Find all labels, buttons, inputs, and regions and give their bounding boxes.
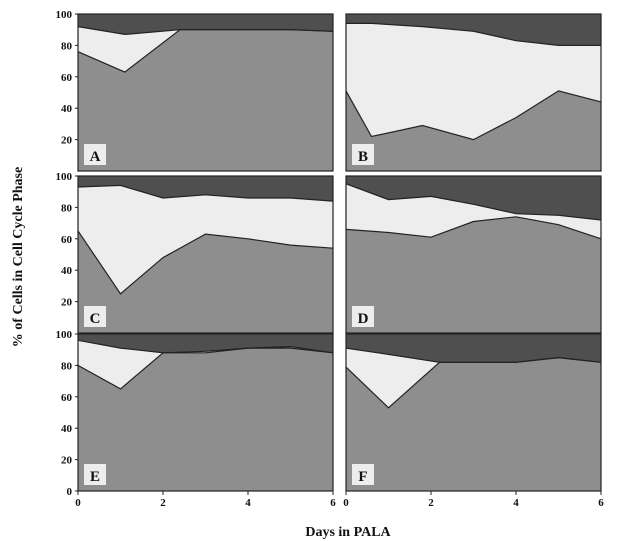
- y-tick-label: 40: [61, 103, 73, 115]
- band-upper: [346, 176, 601, 220]
- x-tick-label: 6: [330, 497, 336, 509]
- x-tick-label: 6: [598, 497, 604, 509]
- x-tick-label: 2: [428, 497, 434, 509]
- panel-label: F: [358, 469, 367, 485]
- panel-label: E: [90, 469, 100, 485]
- y-tick-label: 20: [61, 297, 73, 309]
- panel-label-box: [352, 144, 374, 165]
- panel-a: A: [77, 13, 334, 172]
- x-axis-title: Days in PALA: [305, 525, 391, 540]
- band-lower: [346, 90, 601, 171]
- band-middle: [78, 340, 333, 389]
- panel-label-box: [352, 464, 374, 485]
- y-tick-label: 40: [61, 265, 73, 277]
- band-middle: [78, 185, 333, 294]
- upper-boundary-line: [77, 26, 334, 36]
- panel-label-box: [84, 464, 106, 485]
- panel-label-box: [352, 306, 374, 327]
- panel-label-box: [84, 144, 106, 165]
- y-tick-label: 0: [67, 486, 73, 498]
- upper-boundary-line: [345, 183, 602, 221]
- upper-boundary-line: [77, 339, 334, 354]
- band-lower: [346, 216, 601, 333]
- lower-boundary-line: [345, 216, 602, 240]
- band-upper: [346, 334, 601, 363]
- y-tick-label: 40: [61, 423, 73, 435]
- band-lower: [78, 29, 333, 172]
- panel-c: C: [77, 175, 334, 334]
- band-upper: [78, 334, 333, 353]
- y-tick-label: 60: [61, 72, 73, 84]
- x-tick-label: 4: [513, 497, 519, 509]
- panel-b: B: [345, 13, 602, 172]
- band-upper: [346, 14, 601, 46]
- panel-label: A: [90, 149, 101, 165]
- panel-frame: [345, 13, 602, 172]
- y-tick-label: 60: [61, 234, 73, 246]
- y-tick-label: 100: [56, 171, 73, 183]
- band-lower: [78, 230, 333, 333]
- band-lower: [78, 348, 333, 491]
- band-middle: [346, 183, 601, 239]
- x-tick-label: 0: [343, 497, 349, 509]
- y-tick-label: 80: [61, 360, 73, 372]
- panel-frame: [345, 333, 602, 492]
- y-tick-label: 60: [61, 392, 73, 404]
- x-tick-label: 2: [160, 497, 166, 509]
- y-tick-label: 20: [61, 455, 73, 467]
- y-tick-label: 100: [56, 329, 73, 341]
- lower-boundary-line: [77, 347, 334, 390]
- panel-d: D: [345, 175, 602, 334]
- panels-layer: A B C D E F: [77, 13, 602, 492]
- y-axis-title: % of Cells in Cell Cycle Phase: [11, 167, 26, 347]
- y-tick-label: 80: [61, 40, 73, 52]
- panel-frame: [77, 13, 334, 172]
- y-axis-ticks: 20 40 60 80 100 20 40 60 80 100 0 20 40 60 80 100: [56, 9, 78, 498]
- upper-boundary-line: [345, 347, 602, 363]
- panel-frame: [345, 175, 602, 334]
- y-tick-label: 100: [56, 9, 73, 21]
- band-middle: [346, 23, 601, 140]
- band-upper: [78, 176, 333, 202]
- band-middle: [346, 348, 601, 408]
- panel-label: D: [358, 311, 369, 327]
- y-tick-label: 20: [61, 135, 73, 147]
- upper-boundary-line: [346, 22, 601, 46]
- lower-boundary-line: [345, 90, 602, 141]
- band-lower: [346, 357, 601, 491]
- panel-e: E: [77, 333, 334, 492]
- upper-boundary-line: [77, 184, 334, 202]
- panel-label: C: [90, 311, 101, 327]
- panel-label-box: [84, 306, 106, 327]
- y-tick-label: 80: [61, 202, 73, 214]
- x-tick-label: 4: [245, 497, 251, 509]
- lower-boundary-line: [77, 230, 334, 295]
- panel-label: B: [358, 149, 368, 165]
- band-middle: [78, 26, 333, 73]
- panel-frame: [77, 333, 334, 492]
- panel-frame: [77, 175, 334, 334]
- panel-f: F: [345, 333, 602, 492]
- x-tick-label: 0: [75, 497, 81, 509]
